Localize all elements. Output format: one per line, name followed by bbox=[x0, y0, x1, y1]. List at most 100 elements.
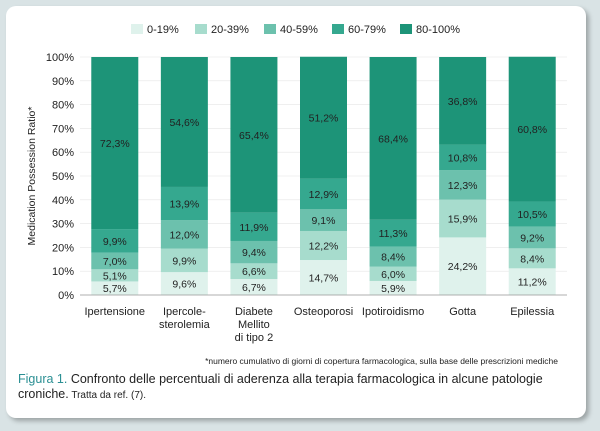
bar-segment bbox=[369, 280, 417, 295]
x-tick-label: Ipertensione bbox=[85, 306, 146, 318]
data-label: 14,7% bbox=[309, 273, 339, 285]
data-label: 10,5% bbox=[517, 209, 547, 221]
data-label: 9,9% bbox=[103, 236, 127, 248]
bar-segment bbox=[439, 144, 487, 171]
x-tick-label: Gotta bbox=[449, 306, 477, 318]
data-label: 11,2% bbox=[518, 277, 547, 289]
data-label: 10,8% bbox=[448, 152, 478, 164]
data-label: 65,4% bbox=[239, 130, 269, 142]
data-label: 68,4% bbox=[378, 133, 408, 145]
y-tick-label: 90% bbox=[52, 76, 74, 88]
x-tick-label: Diabete Mellito di tipo 2 bbox=[235, 306, 274, 344]
legend-swatch bbox=[195, 24, 207, 34]
bar-segment bbox=[300, 56, 347, 179]
y-tick-label: 30% bbox=[52, 219, 74, 231]
legend-swatch bbox=[131, 24, 143, 34]
data-label: 9,2% bbox=[520, 232, 544, 244]
bar-segment bbox=[439, 170, 487, 200]
y-tick-label: 70% bbox=[52, 123, 74, 135]
bar-segment bbox=[369, 57, 417, 220]
bar-segment bbox=[230, 240, 278, 264]
bar-segment bbox=[439, 57, 487, 145]
figure-caption: Figura 1. Confronto delle percentuali di… bbox=[18, 372, 563, 403]
data-label: 11,3% bbox=[379, 228, 408, 240]
x-tick-label: Ipercole-sterolemia bbox=[159, 306, 211, 331]
legend-swatch bbox=[332, 24, 344, 34]
x-tick-label: Osteoporosi bbox=[294, 306, 353, 318]
y-tick-label: 20% bbox=[52, 242, 74, 254]
data-label: 6,0% bbox=[381, 269, 405, 281]
stacked-bar-chart: 5,7%5,1% 7,0% 9,9% 72,3% 9,6% 9,9% 12,0% 13,9% 5… bbox=[26, 24, 567, 344]
bar-segment bbox=[508, 268, 556, 295]
y-tick-label: 60% bbox=[52, 147, 74, 159]
data-label: 24,2% bbox=[448, 261, 478, 273]
bar-segment bbox=[91, 229, 139, 253]
bars bbox=[91, 56, 556, 295]
bar-segment bbox=[300, 209, 347, 231]
data-label: 13,9% bbox=[169, 198, 199, 210]
bar-segment bbox=[160, 186, 208, 221]
data-label: 12,2% bbox=[309, 240, 339, 252]
bar-segment bbox=[439, 199, 487, 238]
bar-segment bbox=[91, 252, 139, 270]
data-label: 36,8% bbox=[448, 96, 478, 108]
data-label: 9,1% bbox=[312, 215, 336, 227]
bar-segment bbox=[439, 237, 487, 295]
x-axis: Ipertensione Ipercole-sterolemia Diabete Me… bbox=[80, 294, 567, 344]
data-label: 6,6% bbox=[242, 266, 266, 278]
data-label: 12,0% bbox=[169, 229, 199, 241]
x-tick-label: Ipotiroidismo bbox=[362, 306, 424, 318]
caption-source: Tratta da ref. (7). bbox=[68, 390, 146, 401]
legend-swatch bbox=[400, 24, 412, 34]
y-tick-label: 100% bbox=[46, 52, 74, 64]
y-axis: 0% 10% 20% 30% 40% 50% 60% 70% 80% 90% 100% bbox=[46, 52, 74, 302]
data-label: 9,4% bbox=[242, 247, 266, 259]
bar-segment bbox=[91, 281, 139, 295]
bar-segment bbox=[91, 57, 139, 230]
data-label: 5,9% bbox=[381, 283, 405, 295]
y-tick-label: 40% bbox=[52, 195, 74, 207]
legend-label: 40-59% bbox=[280, 24, 318, 36]
legend-label: 60-79% bbox=[348, 24, 386, 36]
legend: 0-19% 20-39% 40-59% 60-79% 80-100% bbox=[131, 24, 460, 36]
caption-text: Confronto delle percentuali di aderenza … bbox=[18, 372, 543, 401]
data-label: 6,7% bbox=[242, 282, 266, 294]
bar-segment bbox=[300, 260, 347, 295]
data-label: 8,4% bbox=[381, 252, 405, 264]
bar-segment bbox=[508, 248, 556, 269]
bar-segment bbox=[300, 178, 347, 210]
bar-segment bbox=[160, 57, 208, 187]
bar-segment bbox=[160, 272, 208, 295]
y-tick-label: 0% bbox=[58, 290, 74, 302]
data-label: 5,7% bbox=[103, 283, 127, 295]
footnote: *numero cumulativo di giorni di copertur… bbox=[205, 356, 558, 366]
data-label: 11,9% bbox=[239, 222, 268, 234]
data-label: 51,2% bbox=[309, 113, 339, 125]
x-tick-label: Epilessia bbox=[510, 306, 555, 318]
caption-label: Figura 1. bbox=[18, 372, 68, 386]
data-label: 12,3% bbox=[448, 180, 478, 192]
data-label: 60,8% bbox=[517, 124, 547, 136]
bar-segment bbox=[508, 226, 556, 249]
y-tick-label: 80% bbox=[52, 100, 74, 112]
bar-segment bbox=[230, 212, 278, 241]
bar-segment bbox=[508, 201, 556, 227]
data-label: 72,3% bbox=[100, 138, 130, 150]
bar-segment bbox=[369, 219, 417, 247]
data-label: 9,9% bbox=[172, 255, 196, 267]
data-label: 5,1% bbox=[103, 270, 127, 282]
data-label: 7,0% bbox=[103, 256, 127, 268]
bar-segment bbox=[160, 248, 208, 273]
data-labels: 5,7%5,1% 7,0% 9,9% 72,3% 9,6% 9,9% 12,0% 13,9% 5… bbox=[100, 96, 547, 295]
bar-segment bbox=[91, 269, 139, 282]
data-label: 9,6% bbox=[172, 279, 196, 291]
data-label: 54,6% bbox=[169, 117, 199, 129]
legend-swatch bbox=[264, 24, 276, 34]
y-tick-label: 10% bbox=[52, 266, 74, 278]
y-tick-label: 50% bbox=[52, 171, 74, 183]
y-axis-label: Medication Possession Ratio* bbox=[26, 107, 38, 246]
legend-label: 0-19% bbox=[147, 24, 179, 36]
bar-segment bbox=[230, 263, 278, 280]
data-label: 12,9% bbox=[309, 189, 339, 201]
bar-segment bbox=[369, 266, 417, 281]
